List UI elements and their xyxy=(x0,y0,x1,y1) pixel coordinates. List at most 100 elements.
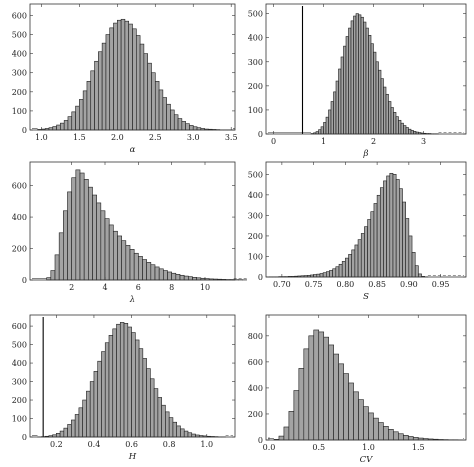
histogram-bar xyxy=(113,22,118,131)
y-tick-label: 200 xyxy=(248,232,263,241)
histogram-bar xyxy=(79,99,84,131)
histogram-bar xyxy=(131,332,136,438)
histogram-bar xyxy=(175,274,181,281)
histogram-bar xyxy=(101,42,107,131)
histogram-bar xyxy=(60,122,65,131)
histogram-bar xyxy=(50,270,56,281)
x-axis-label: CV xyxy=(360,455,374,465)
histogram-bar xyxy=(123,323,129,438)
histogram-bar xyxy=(56,432,61,438)
y-tick-label: 400 xyxy=(248,384,263,393)
histogram-bar xyxy=(128,23,133,131)
x-tick-label: 1.0 xyxy=(35,133,48,142)
histogram-bar xyxy=(388,101,392,135)
histogram-bar xyxy=(353,15,357,135)
x-axis-label: α xyxy=(130,145,136,155)
histogram-bar xyxy=(373,203,378,278)
histogram-bar xyxy=(375,61,379,135)
histogram-bar xyxy=(82,90,88,131)
histogram-bar xyxy=(358,14,362,135)
bars xyxy=(46,169,247,281)
y-tick-label: 100 xyxy=(248,106,263,115)
histogram-bar xyxy=(355,13,359,135)
bars xyxy=(37,18,236,131)
y-tick-label: 500 xyxy=(12,341,27,350)
histogram-bar xyxy=(166,103,171,131)
histogram-bar xyxy=(171,272,177,281)
y-tick-label: 300 xyxy=(248,211,263,220)
histogram-bar xyxy=(293,390,300,441)
histogram-bar xyxy=(411,252,416,278)
histogram-bar xyxy=(326,271,330,278)
y-tick-label: 300 xyxy=(12,69,27,78)
histogram-bar xyxy=(163,270,168,281)
histogram-bar xyxy=(379,187,384,278)
histogram-bar xyxy=(78,407,83,438)
histogram-bar xyxy=(395,116,399,135)
histogram-bar xyxy=(135,339,140,438)
histogram-bar xyxy=(181,121,186,131)
histogram-bar xyxy=(100,210,106,281)
histogram-bar xyxy=(383,426,389,441)
histogram-bar xyxy=(318,331,325,441)
histogram-bar xyxy=(63,210,68,281)
y-tick-label: 0 xyxy=(258,436,263,445)
histogram-bar xyxy=(353,391,359,441)
histogram-bar xyxy=(86,390,91,438)
histogram-bar xyxy=(154,81,160,131)
x-tick-label: 0.8 xyxy=(163,440,176,449)
histogram-bar xyxy=(180,428,185,438)
histogram-bar xyxy=(170,109,175,131)
histogram-bar xyxy=(410,130,414,135)
histogram-bar xyxy=(403,435,409,441)
x-axis-label: β xyxy=(363,149,369,159)
histogram-bar xyxy=(383,180,387,278)
histogram-bar xyxy=(187,432,193,438)
histogram-bar xyxy=(88,186,93,281)
histogram-bar xyxy=(97,360,102,438)
histogram-bar xyxy=(345,257,349,278)
y-tick-label: 400 xyxy=(248,191,263,200)
histogram-bar xyxy=(351,249,356,278)
histogram-bar xyxy=(75,105,80,131)
y-tick-label: 200 xyxy=(12,245,27,254)
histogram-bar xyxy=(283,426,290,441)
histogram-bar xyxy=(165,411,170,438)
x-tick-label: 8 xyxy=(169,283,174,292)
histogram-bar xyxy=(108,335,114,438)
histogram-bar xyxy=(139,43,145,131)
histogram-bar xyxy=(129,249,135,281)
histogram-bar xyxy=(157,397,162,438)
x-tick-label: 0.2 xyxy=(50,440,63,449)
histogram-bar xyxy=(138,348,144,438)
histogram-bar xyxy=(158,89,164,131)
histogram-bar xyxy=(168,417,174,438)
histogram-bar xyxy=(333,91,337,135)
histogram-bar xyxy=(90,70,95,131)
histogram-bar xyxy=(167,271,172,281)
histogram-bar xyxy=(363,21,367,135)
x-axis-label: λ xyxy=(129,295,135,305)
x-tick-label: 0.75 xyxy=(305,280,323,289)
bars xyxy=(37,322,226,438)
histogram-bar xyxy=(340,56,344,135)
histogram-bar xyxy=(357,239,362,278)
histogram-bar xyxy=(389,172,394,278)
panel-lambda: 2 4 6 8 10 0 200 400 600 λ xyxy=(12,161,247,305)
x-axis-label: H xyxy=(128,452,137,462)
histogram-bar xyxy=(119,322,125,438)
histogram-bar xyxy=(385,93,389,135)
histogram-bar xyxy=(82,399,87,438)
histogram-bar xyxy=(52,126,57,131)
x-tick-label: 0.90 xyxy=(400,280,418,289)
histogram-bar xyxy=(360,16,364,135)
histogram-bar xyxy=(98,51,103,131)
histogram-bar xyxy=(112,328,117,438)
y-tick-label: 0 xyxy=(22,276,27,285)
histogram-bar xyxy=(143,53,148,131)
histogram-bar xyxy=(328,109,332,135)
histogram-bar xyxy=(370,211,375,278)
histogram-bar xyxy=(172,421,178,438)
histogram-bar xyxy=(121,240,127,281)
x-tick-label: 2 xyxy=(69,283,74,292)
